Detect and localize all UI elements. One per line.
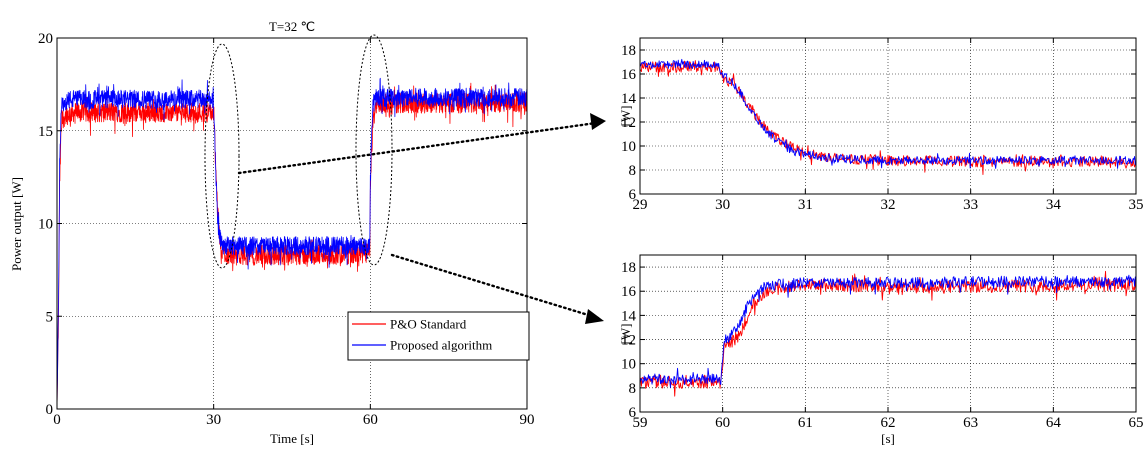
zoom-bottom-ytick-label-0: 6 — [629, 405, 637, 421]
main-xtick-label-3: 90 — [520, 412, 535, 428]
zoom-bottom-xtick-label-3: 62 — [881, 415, 896, 431]
zoom-top-ytick-label-6: 18 — [621, 43, 636, 59]
zoom-top-xtick-label-3: 32 — [881, 197, 896, 213]
main-xtick-label-2: 60 — [363, 412, 378, 428]
zoom-bottom-grid — [640, 255, 1136, 412]
main-series-proposed — [57, 77, 527, 409]
zoom-top-ticks: 29 30 31 32 33 34 35 6 8 10 12 14 16 18 — [621, 38, 1144, 213]
zoom-top-chart: 29 30 31 32 33 34 35 6 8 10 12 14 16 18 [W] — [618, 37, 1144, 213]
main-chart: 0 30 60 90 0 5 10 15 20 T=32 ℃ Time [s] Power ou… — [9, 19, 535, 446]
zoom-top-xtick-label-4: 33 — [963, 197, 978, 213]
main-x-axis-label: Time [s] — [270, 431, 314, 446]
main-ytick-label-4: 20 — [38, 31, 53, 47]
zoom-top-ytick-label-1: 8 — [629, 163, 637, 179]
zoom-top-series-group — [640, 58, 1136, 175]
zoom-bottom-ytick-label-2: 10 — [621, 357, 636, 373]
zoom-bottom-xtick-label-4: 63 — [963, 415, 978, 431]
zoom-arrowhead-bottom — [585, 309, 604, 324]
zoom-top-xtick-label-6: 35 — [1129, 197, 1144, 213]
zoom-bottom-ytick-label-6: 18 — [621, 260, 636, 276]
zoom-bottom-xtick-label-2: 61 — [798, 415, 813, 431]
zoom-top-xtick-label-0: 29 — [633, 197, 648, 213]
zoom-arrowhead-top — [590, 113, 606, 130]
main-xtick-label-1: 30 — [206, 412, 221, 428]
zoom-bottom-x-axis-label: [s] — [881, 431, 895, 446]
main-series-group — [57, 77, 527, 409]
zoom-top-xtick-label-2: 31 — [798, 197, 813, 213]
zoom-bottom-xtick-label-5: 64 — [1046, 415, 1062, 431]
zoom-bottom-series-proposed — [640, 274, 1136, 389]
zoom-bottom-ytick-label-5: 16 — [621, 284, 637, 300]
main-ytick-label-1: 5 — [46, 309, 54, 325]
main-ytick-label-0: 0 — [46, 402, 54, 418]
legend-label-po-standard: P&O Standard — [390, 317, 467, 332]
main-ytick-label-2: 10 — [38, 217, 53, 233]
zoom-bottom-ytick-label-4: 14 — [621, 308, 637, 324]
zoom-bottom-ytick-label-3: 12 — [621, 333, 636, 349]
zoom-bottom-ytick-label-1: 8 — [629, 381, 637, 397]
zoom-top-ytick-label-4: 14 — [621, 91, 637, 107]
zoom-top-series-proposed — [640, 58, 1136, 169]
main-ytick-label-3: 15 — [38, 124, 53, 140]
zoom-top-xtick-label-5: 34 — [1046, 197, 1062, 213]
zoom-top-ytick-label-2: 10 — [621, 139, 636, 155]
zoom-bottom-chart: 59 60 61 62 63 64 65 6 8 10 12 14 16 18 [W] [s] — [618, 254, 1144, 446]
main-ticks: 0 30 60 90 0 5 10 15 20 — [38, 31, 535, 428]
zoom-bottom-xtick-label-1: 60 — [715, 415, 730, 431]
zoom-top-xtick-label-1: 30 — [715, 197, 730, 213]
zoom-top-y-axis-label: [W] — [618, 106, 633, 127]
zoom-top-ytick-label-0: 6 — [629, 187, 637, 203]
zoom-top-ytick-label-5: 16 — [621, 67, 637, 83]
zoom-bottom-y-axis-label: [W] — [618, 324, 633, 345]
zoom-arrow-bottom — [390, 253, 600, 320]
zoom-bottom-xtick-label-6: 65 — [1129, 415, 1144, 431]
zoom-bottom-ticks: 59 60 61 62 63 64 65 6 8 10 12 14 16 18 — [621, 255, 1144, 431]
main-y-axis-label: Power output [W] — [9, 177, 24, 271]
main-title: T=32 ℃ — [269, 19, 315, 34]
transition-ellipse-60s — [355, 34, 393, 266]
zoom-arrow-top — [237, 120, 605, 175]
legend: P&O Standard Proposed algorithm — [347, 311, 530, 361]
zoom-top-ytick-label-3: 12 — [621, 115, 636, 131]
zoom-bottom-series-po-standard — [640, 270, 1136, 397]
zoom-bottom-series-group — [640, 270, 1136, 397]
legend-label-proposed: Proposed algorithm — [390, 338, 492, 353]
transition-ellipse-30s — [204, 43, 240, 269]
main-xtick-label-0: 0 — [53, 412, 61, 428]
zoom-bottom-xtick-label-0: 59 — [633, 415, 648, 431]
legend-box — [347, 311, 530, 361]
